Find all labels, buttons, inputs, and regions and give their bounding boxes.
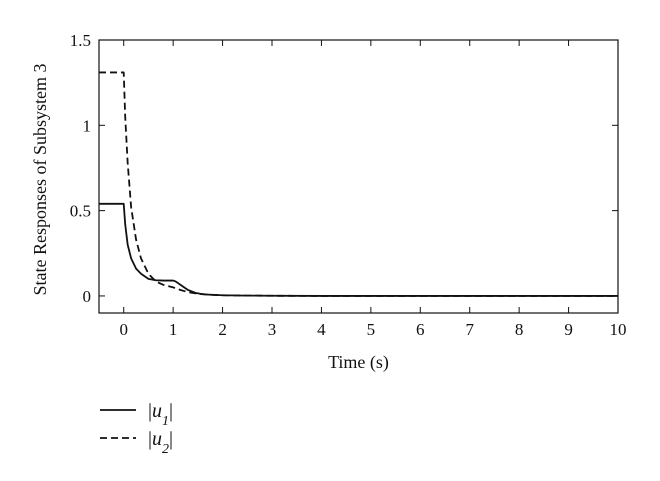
legend-label-2: |u2| <box>148 428 173 457</box>
x-tick-label: 1 <box>169 320 178 339</box>
series-lines <box>99 71 618 297</box>
x-tick-label: 9 <box>564 320 573 339</box>
y-axis-label: State Responses of Subsystem 3 <box>30 64 50 296</box>
x-tick-label: 2 <box>218 320 227 339</box>
series-line-1 <box>99 202 618 297</box>
x-tick-label: 3 <box>268 320 277 339</box>
x-axis-label: Time (s) <box>328 352 389 373</box>
x-tick-label: 7 <box>465 320 474 339</box>
axis-ticks <box>99 39 619 313</box>
y-tick-label: 1.5 <box>70 31 91 50</box>
x-tick-label: 5 <box>367 320 376 339</box>
y-tick-label: 0 <box>83 287 92 306</box>
y-tick-label: 0.5 <box>70 202 91 221</box>
series-line-2 <box>99 71 618 297</box>
x-tick-label: 10 <box>610 320 627 339</box>
y-tick-label: 1 <box>83 116 92 135</box>
legend: |u1||u2| <box>100 400 173 457</box>
plot-frame <box>98 39 619 314</box>
axis-tick-labels: 0 1 2 3 4 5 6 7 8 9 10 0 0.5 1 1.5 <box>70 31 627 339</box>
x-tick-label: 8 <box>515 320 524 339</box>
legend-label-1: |u1| <box>148 400 173 429</box>
x-tick-label: 4 <box>317 320 326 339</box>
x-tick-label: 6 <box>416 320 425 339</box>
x-tick-label: 0 <box>119 320 128 339</box>
